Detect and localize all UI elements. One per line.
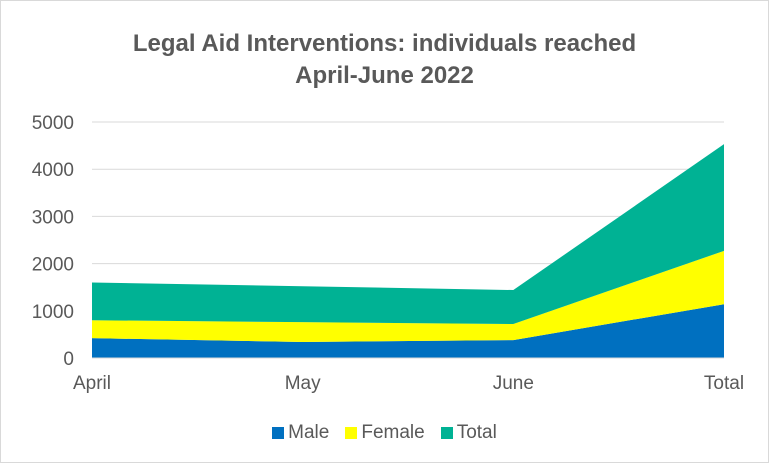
y-tick-label: 3000 xyxy=(32,207,74,228)
legend-label: Female xyxy=(361,422,425,443)
y-tick-label: 5000 xyxy=(32,113,74,134)
x-tick-label: Total xyxy=(704,373,744,394)
y-tick-label: 2000 xyxy=(32,255,74,276)
chart-title-line-2: April-June 2022 xyxy=(295,62,474,89)
legend-swatch xyxy=(345,427,358,439)
legend: Male Female Total xyxy=(0,422,769,444)
legend-swatch xyxy=(272,427,285,439)
x-tick-label: April xyxy=(73,373,111,394)
x-axis-ticks: April May June Total xyxy=(73,373,744,394)
x-tick-label: May xyxy=(285,373,321,394)
area-series-total xyxy=(92,144,724,325)
legend-item-total: Total xyxy=(440,422,497,444)
y-tick-label: 4000 xyxy=(32,160,74,181)
legend-item-male: Male xyxy=(272,422,329,444)
area-series-male xyxy=(92,304,724,358)
legend-label: Total xyxy=(456,422,497,443)
area-series-female xyxy=(92,250,724,342)
legend-label: Male xyxy=(288,422,330,443)
x-tick-label: June xyxy=(493,373,534,394)
legend-item-female: Female xyxy=(345,422,425,444)
plot-areas xyxy=(92,144,724,358)
chart-title-line-1: Legal Aid Interventions: individuals rea… xyxy=(132,30,637,57)
y-tick-label: 0 xyxy=(63,349,74,370)
y-tick-label: 1000 xyxy=(32,302,74,323)
legend-swatch xyxy=(440,427,453,439)
y-axis-ticks: 0 1000 2000 3000 4000 5000 xyxy=(32,113,74,370)
